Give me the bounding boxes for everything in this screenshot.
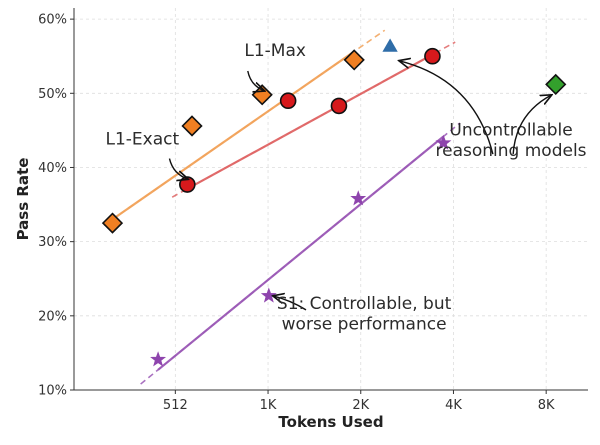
annotation-line: worse performance xyxy=(282,315,447,335)
annotation-arrow xyxy=(247,70,265,91)
diamond-marker xyxy=(343,49,365,71)
x-tick-label: 4K xyxy=(445,398,462,413)
x-tick-label: 512 xyxy=(163,398,188,413)
fit-lines xyxy=(103,29,461,385)
star-marker xyxy=(150,351,167,367)
star-marker xyxy=(350,190,367,206)
y-tick-label: 60% xyxy=(38,13,67,28)
x-tick-label: 8K xyxy=(538,398,555,413)
grid xyxy=(74,8,588,391)
y-axis-title: Pass Rate xyxy=(14,158,32,241)
fit-line xyxy=(186,53,433,190)
circle-marker xyxy=(330,97,348,115)
circle-marker xyxy=(279,92,297,110)
tick-labels: 10% 20% 30% 40% 50% 60% 512 1K 2K 4K 8K xyxy=(38,13,555,413)
annotation-line: L1-Exact xyxy=(105,129,179,149)
x-axis-title: Tokens Used xyxy=(278,413,383,431)
diamond-marker xyxy=(181,115,203,137)
diamond-marker xyxy=(251,84,273,106)
annotation-line: Uncontrollable xyxy=(449,121,572,141)
annotation-line: L1-Max xyxy=(244,41,306,61)
star-marker xyxy=(435,134,452,150)
triangle-marker xyxy=(382,38,398,52)
annotation-label: S1: Controllable, but worse performance xyxy=(277,294,452,334)
annotation-line: S1: Controllable, but xyxy=(277,294,452,314)
y-tick-label: 40% xyxy=(38,161,67,176)
annotation-arrow xyxy=(512,95,552,155)
diamond-marker xyxy=(545,73,567,96)
y-tick-label: 10% xyxy=(38,384,67,399)
data-points xyxy=(101,38,567,367)
annotation-arrow xyxy=(168,158,188,180)
annotation-line: reasoning models xyxy=(436,141,587,161)
y-tick-label: 20% xyxy=(38,309,67,324)
annotation-arrow xyxy=(399,61,494,155)
y-tick-label: 30% xyxy=(38,235,67,250)
circle-marker xyxy=(424,47,441,65)
diamond-marker xyxy=(101,212,124,234)
x-tick-label: 2K xyxy=(352,398,369,413)
axes xyxy=(70,8,588,394)
star-marker xyxy=(260,287,277,303)
annotation-label: Uncontrollable reasoning models xyxy=(436,121,587,161)
annotations: L1-Max L1-Exact S1: Controllable, but worse… xyxy=(105,41,586,334)
fit-line xyxy=(157,135,445,371)
y-tick-label: 50% xyxy=(38,87,67,102)
fit-line xyxy=(111,50,355,221)
x-tick-label: 1K xyxy=(260,398,277,413)
annotation-label: L1-Exact xyxy=(105,129,179,149)
annotation-label: L1-Max xyxy=(244,41,306,61)
annotation-arrow xyxy=(273,296,307,311)
